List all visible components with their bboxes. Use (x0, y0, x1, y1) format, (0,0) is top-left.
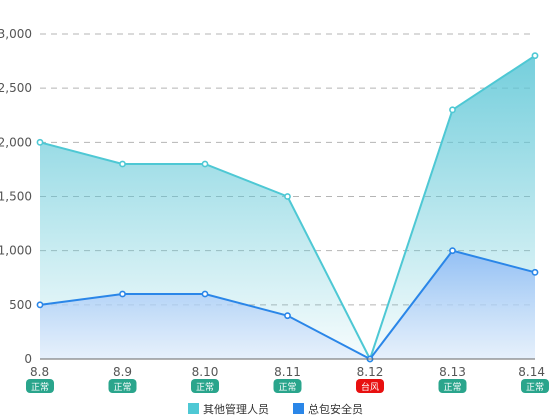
status-badge-label: 正常 (278, 381, 296, 393)
status-badge-label: 正常 (443, 381, 461, 393)
x-tick-label: 8.8 (30, 365, 49, 379)
status-badge-bg (521, 379, 549, 393)
y-tick-label: 1,000 (0, 244, 32, 258)
data-point[interactable] (36, 138, 44, 146)
y-tick-label: 3,000 (0, 27, 32, 41)
data-point[interactable] (119, 160, 126, 168)
x-tick-label: 8.12 (357, 365, 384, 379)
data-point[interactable] (531, 52, 539, 60)
status-badge-bg (26, 379, 54, 393)
status-badge-bg (273, 379, 302, 393)
status-badge-bg (356, 379, 384, 393)
data-point[interactable] (449, 247, 456, 255)
status-badge-label: 正常 (196, 381, 214, 393)
status-badge-label: 正常 (31, 381, 49, 393)
status-badge-label: 台风 (361, 381, 379, 393)
x-tick-label: 8.10 (192, 365, 219, 379)
x-tick-label: 8.13 (439, 365, 466, 379)
area-safety-officers (40, 250, 535, 359)
legend[interactable]: 其他管理人员 总包安全员 (188, 402, 363, 416)
legend-swatch (293, 403, 304, 414)
y-tick-label: 1,500 (0, 190, 32, 204)
area-other-managers (40, 55, 535, 360)
x-tick-label: 8.9 (113, 365, 132, 379)
status-badge: 正常 (191, 379, 219, 393)
status-badge: 正常 (521, 379, 549, 393)
y-tick-label: 2,500 (0, 81, 32, 95)
legend-label: 总包安全员 (308, 402, 363, 416)
status-badge-label: 正常 (526, 381, 544, 393)
data-point[interactable] (449, 106, 456, 114)
status-badge: 台风 (356, 379, 384, 393)
data-point[interactable] (531, 268, 539, 276)
status-badge: 正常 (26, 379, 54, 393)
data-point[interactable] (119, 290, 126, 298)
status-badge-bg (438, 379, 467, 393)
data-point[interactable] (201, 290, 209, 298)
y-tick-label: 0 (24, 352, 32, 366)
area-layer (40, 55, 535, 360)
legend-label: 其他管理人员 (203, 402, 269, 416)
status-badge: 正常 (108, 379, 137, 393)
data-point[interactable] (36, 301, 44, 309)
y-tick-label: 500 (9, 298, 32, 312)
legend-item-safety-officers[interactable]: 总包安全员 (293, 402, 363, 416)
status-badge: 正常 (273, 379, 302, 393)
axis-layer: 0 500 1,000 1,500 2,000 2,500 3,000 8.8 正常 8.9 正常 8… (0, 27, 549, 393)
legend-swatch (188, 403, 199, 414)
point-layer (36, 52, 539, 363)
status-badge-bg (108, 379, 137, 393)
x-tick-label: 8.14 (518, 365, 545, 379)
status-badge: 正常 (438, 379, 467, 393)
data-point[interactable] (284, 193, 291, 200)
data-point[interactable] (284, 312, 291, 320)
legend-item-other-managers[interactable]: 其他管理人员 (188, 402, 269, 416)
x-tick-label: 8.11 (274, 365, 301, 379)
y-tick-label: 2,000 (0, 135, 32, 149)
data-point[interactable] (201, 160, 209, 168)
status-badge-label: 正常 (113, 381, 131, 393)
status-badge-bg (191, 379, 219, 393)
